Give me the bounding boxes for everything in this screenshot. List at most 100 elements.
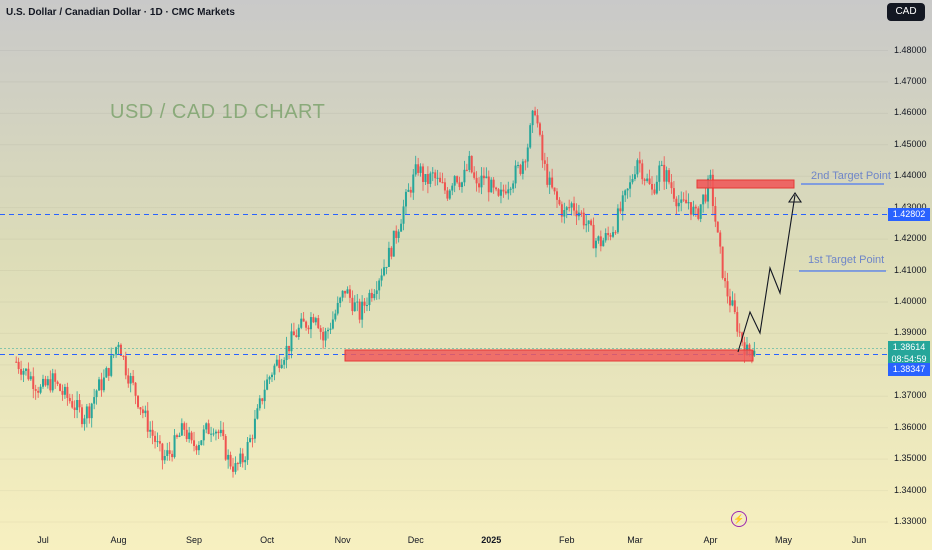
candle-body <box>117 344 120 348</box>
projection-path[interactable] <box>737 194 796 353</box>
candle-body <box>273 365 276 375</box>
candle-body <box>599 236 602 247</box>
candle-body <box>17 361 20 370</box>
candle-body <box>463 169 466 183</box>
candle-body <box>115 347 118 355</box>
candle-body <box>32 376 35 390</box>
candle-body <box>458 182 461 188</box>
candle-body <box>329 328 332 330</box>
candle-body <box>166 450 169 457</box>
candle-body <box>597 236 600 241</box>
candle-body <box>555 191 558 200</box>
candle-body <box>594 240 597 249</box>
candle-body <box>361 301 364 320</box>
x-tick-label: Jun <box>851 535 867 545</box>
candle-body <box>122 355 125 357</box>
candle-body <box>619 208 622 212</box>
candle-body <box>236 463 239 465</box>
y-tick-label: 1.45000 <box>894 138 927 149</box>
candle-body <box>61 390 64 395</box>
candle-body <box>646 178 649 181</box>
candle-body <box>356 301 359 303</box>
lightning-icon[interactable]: ⚡ <box>731 511 747 527</box>
candle-body <box>558 199 561 205</box>
candle-body <box>73 407 76 411</box>
candle-body <box>551 177 554 188</box>
candle-body <box>205 423 208 430</box>
candle-body <box>699 204 702 219</box>
candle-body <box>353 302 356 312</box>
candle-body <box>278 359 281 368</box>
candle-body <box>736 312 739 332</box>
candle-body <box>390 247 393 257</box>
x-tick-label: Sep <box>186 535 203 545</box>
candle-body <box>256 408 259 419</box>
candle-body <box>76 400 79 411</box>
candle-body <box>193 440 196 447</box>
candle-body <box>568 207 571 209</box>
candle-body <box>246 441 249 460</box>
x-tick-label: May <box>775 535 793 545</box>
candle-body <box>682 199 685 201</box>
candle-body <box>163 456 166 461</box>
y-tick-label: 1.44000 <box>894 170 927 181</box>
candle-body <box>497 189 500 196</box>
candle-body <box>429 173 432 184</box>
currency-button[interactable]: CAD <box>887 3 925 21</box>
candle-body <box>446 190 449 199</box>
candle-body <box>102 377 105 391</box>
candle-body <box>443 182 446 191</box>
candle-body <box>146 410 149 432</box>
grid <box>0 50 888 523</box>
candle-body <box>626 188 629 191</box>
candle-body <box>112 354 115 356</box>
candle-body <box>563 210 566 217</box>
y-tick-label: 1.34000 <box>894 484 927 495</box>
candle-body <box>490 179 493 193</box>
candle-body <box>529 125 532 148</box>
candle-body <box>297 327 300 337</box>
candle-body <box>168 450 171 454</box>
target-zone[interactable] <box>696 179 795 189</box>
candle-body <box>519 164 522 174</box>
candle-body <box>129 376 132 384</box>
candle-body <box>397 231 400 238</box>
candle-body <box>648 178 651 185</box>
candle-body <box>173 435 176 458</box>
candle-body <box>175 435 178 437</box>
candle-body <box>417 164 420 173</box>
candle-body <box>499 189 502 196</box>
candle-body <box>570 203 573 208</box>
candle-body <box>314 318 317 323</box>
candle-body <box>680 199 683 203</box>
candle-body <box>59 383 62 391</box>
candle-body <box>358 301 361 320</box>
candle-body <box>156 441 159 443</box>
candle-body <box>465 169 468 171</box>
candle-body <box>509 188 512 190</box>
candle-body <box>290 331 293 352</box>
candle-body <box>49 379 52 391</box>
candle-body <box>263 389 266 402</box>
candle-body <box>295 335 298 337</box>
candle-body <box>731 300 734 306</box>
candle-body <box>34 389 37 391</box>
support-zone[interactable] <box>344 349 754 362</box>
candle-body <box>132 376 135 383</box>
candle-body <box>687 202 690 204</box>
target1-label: 1st Target Point <box>808 254 885 266</box>
candle-body <box>370 292 373 299</box>
candle-body <box>543 160 546 164</box>
y-tick-label: 1.46000 <box>894 107 927 118</box>
y-tick-label: 1.43000 <box>894 201 927 212</box>
candle-body <box>414 164 417 175</box>
candle-body <box>39 386 42 393</box>
candle-body <box>380 275 383 281</box>
candle-body <box>733 300 736 313</box>
candle-body <box>275 359 278 366</box>
candle-body <box>207 423 210 434</box>
candle-body <box>702 194 705 205</box>
candle-body <box>180 423 183 436</box>
